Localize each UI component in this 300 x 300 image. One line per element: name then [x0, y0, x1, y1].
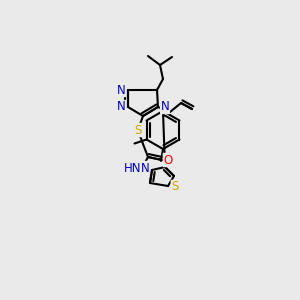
- Text: N: N: [160, 100, 169, 113]
- Text: HN: HN: [124, 161, 142, 175]
- Text: S: S: [134, 124, 142, 136]
- Text: O: O: [164, 154, 172, 166]
- Text: S: S: [171, 181, 179, 194]
- Text: N: N: [117, 100, 125, 113]
- Text: N: N: [117, 83, 125, 97]
- Text: N: N: [141, 161, 149, 175]
